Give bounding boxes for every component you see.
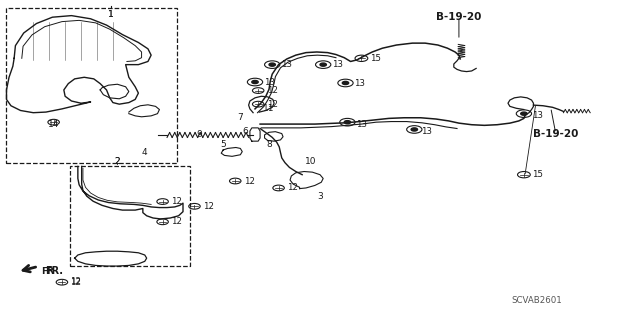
Text: B-19-20: B-19-20 <box>533 129 579 138</box>
Text: 12: 12 <box>287 183 298 192</box>
Circle shape <box>344 121 351 124</box>
Text: 11: 11 <box>263 104 275 113</box>
Circle shape <box>252 80 258 84</box>
Text: 15: 15 <box>370 54 381 63</box>
Bar <box>6 8 177 163</box>
Text: FR.: FR. <box>45 266 63 276</box>
Text: 14: 14 <box>48 120 60 129</box>
Circle shape <box>411 128 417 131</box>
Text: 12: 12 <box>171 197 182 206</box>
Text: 9: 9 <box>196 130 202 139</box>
Text: 12: 12 <box>267 86 278 95</box>
Text: 12: 12 <box>70 277 81 286</box>
Text: FR: FR <box>41 267 54 276</box>
Text: 12: 12 <box>267 100 278 109</box>
Circle shape <box>320 63 326 66</box>
Text: 3: 3 <box>317 192 323 201</box>
Circle shape <box>269 63 275 66</box>
Text: 13: 13 <box>532 111 543 120</box>
Text: 13: 13 <box>264 78 275 86</box>
Text: 7: 7 <box>237 113 243 122</box>
Text: 12: 12 <box>203 202 214 211</box>
Bar <box>70 167 190 266</box>
Text: 6: 6 <box>243 127 248 136</box>
Text: 13: 13 <box>356 120 367 129</box>
Text: 5: 5 <box>220 140 226 149</box>
Text: 15: 15 <box>532 170 543 179</box>
Text: 4: 4 <box>141 148 147 157</box>
Text: 13: 13 <box>332 60 342 69</box>
Text: SCVAB2601: SCVAB2601 <box>511 296 562 305</box>
Text: 13: 13 <box>421 127 432 136</box>
Text: 1: 1 <box>108 11 114 19</box>
Circle shape <box>342 81 349 85</box>
Text: 1: 1 <box>108 10 114 19</box>
Text: 10: 10 <box>305 157 316 166</box>
Text: B-19-20: B-19-20 <box>436 11 482 22</box>
Text: 2: 2 <box>115 157 120 166</box>
Text: 12: 12 <box>244 176 255 186</box>
Text: 8: 8 <box>266 140 272 149</box>
Text: 12: 12 <box>171 217 182 226</box>
Circle shape <box>521 112 527 115</box>
Text: 13: 13 <box>354 79 365 88</box>
Text: 12: 12 <box>70 278 81 287</box>
Text: 2: 2 <box>115 157 120 166</box>
Text: 13: 13 <box>281 60 292 69</box>
